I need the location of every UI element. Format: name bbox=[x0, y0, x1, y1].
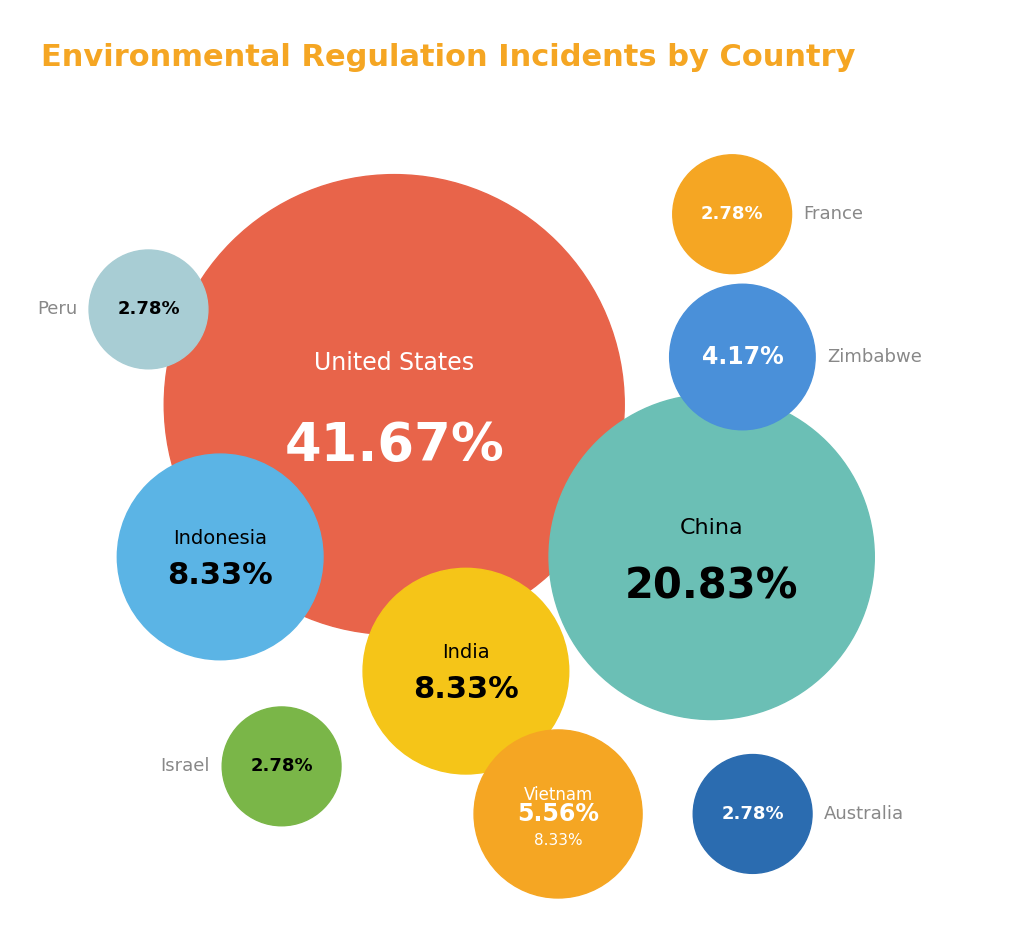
Text: 20.83%: 20.83% bbox=[625, 565, 799, 607]
Circle shape bbox=[670, 285, 815, 429]
Text: 2.78%: 2.78% bbox=[250, 758, 313, 775]
Text: 2.78%: 2.78% bbox=[721, 805, 784, 823]
Circle shape bbox=[222, 707, 341, 825]
Text: United States: United States bbox=[314, 351, 474, 375]
Text: Vietnam: Vietnam bbox=[523, 786, 593, 804]
Circle shape bbox=[164, 174, 625, 635]
Text: Peru: Peru bbox=[37, 301, 77, 318]
Circle shape bbox=[118, 454, 323, 660]
Circle shape bbox=[549, 394, 874, 720]
Text: 8.33%: 8.33% bbox=[167, 561, 273, 590]
Text: China: China bbox=[680, 518, 743, 538]
Text: France: France bbox=[804, 206, 863, 223]
Text: 2.78%: 2.78% bbox=[700, 206, 764, 223]
Text: 2.78%: 2.78% bbox=[117, 301, 180, 318]
Circle shape bbox=[673, 155, 792, 273]
Text: India: India bbox=[442, 644, 489, 663]
Circle shape bbox=[364, 568, 568, 774]
Text: Environmental Regulation Incidents by Country: Environmental Regulation Incidents by Co… bbox=[41, 43, 855, 71]
Text: 8.33%: 8.33% bbox=[534, 833, 583, 848]
Text: Indonesia: Indonesia bbox=[173, 529, 267, 548]
Text: Australia: Australia bbox=[824, 805, 904, 823]
Text: 41.67%: 41.67% bbox=[285, 420, 504, 472]
Text: 5.56%: 5.56% bbox=[517, 802, 599, 826]
Text: 4.17%: 4.17% bbox=[701, 345, 783, 369]
Circle shape bbox=[474, 730, 642, 898]
Circle shape bbox=[89, 250, 208, 368]
Circle shape bbox=[693, 755, 812, 873]
Text: Israel: Israel bbox=[161, 758, 210, 775]
Text: 8.33%: 8.33% bbox=[413, 675, 519, 704]
Text: Zimbabwe: Zimbabwe bbox=[827, 348, 922, 366]
